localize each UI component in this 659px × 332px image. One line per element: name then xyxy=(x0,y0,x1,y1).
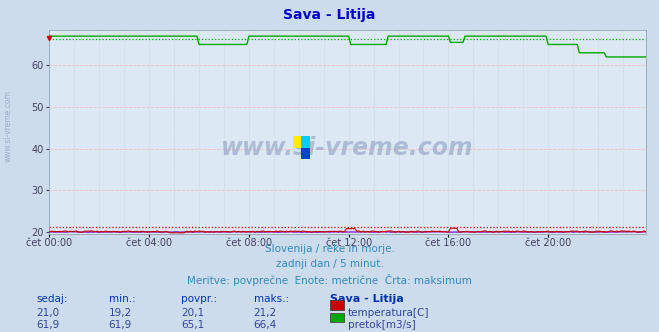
Text: sedaj:: sedaj: xyxy=(36,294,68,304)
Text: pretok[m3/s]: pretok[m3/s] xyxy=(348,320,416,330)
Text: 61,9: 61,9 xyxy=(36,320,59,330)
Text: 21,0: 21,0 xyxy=(36,308,59,318)
Text: maks.:: maks.: xyxy=(254,294,289,304)
Text: www.si-vreme.com: www.si-vreme.com xyxy=(221,136,474,160)
Bar xyxy=(302,136,310,148)
Text: 20,1: 20,1 xyxy=(181,308,204,318)
Text: Meritve: povprečne  Enote: metrične  Črta: maksimum: Meritve: povprečne Enote: metrične Črta:… xyxy=(187,274,472,286)
Bar xyxy=(302,148,310,159)
Bar xyxy=(293,136,302,148)
Text: min.:: min.: xyxy=(109,294,136,304)
Text: povpr.:: povpr.: xyxy=(181,294,217,304)
Text: 19,2: 19,2 xyxy=(109,308,132,318)
Text: 66,4: 66,4 xyxy=(254,320,277,330)
Text: zadnji dan / 5 minut.: zadnji dan / 5 minut. xyxy=(275,259,384,269)
Text: Sava - Litija: Sava - Litija xyxy=(330,294,403,304)
Text: Sava - Litija: Sava - Litija xyxy=(283,8,376,22)
Text: 21,2: 21,2 xyxy=(254,308,277,318)
Text: 65,1: 65,1 xyxy=(181,320,204,330)
Text: www.si-vreme.com: www.si-vreme.com xyxy=(3,90,13,162)
Text: Slovenija / reke in morje.: Slovenija / reke in morje. xyxy=(264,244,395,254)
Text: 61,9: 61,9 xyxy=(109,320,132,330)
Text: temperatura[C]: temperatura[C] xyxy=(348,308,430,318)
